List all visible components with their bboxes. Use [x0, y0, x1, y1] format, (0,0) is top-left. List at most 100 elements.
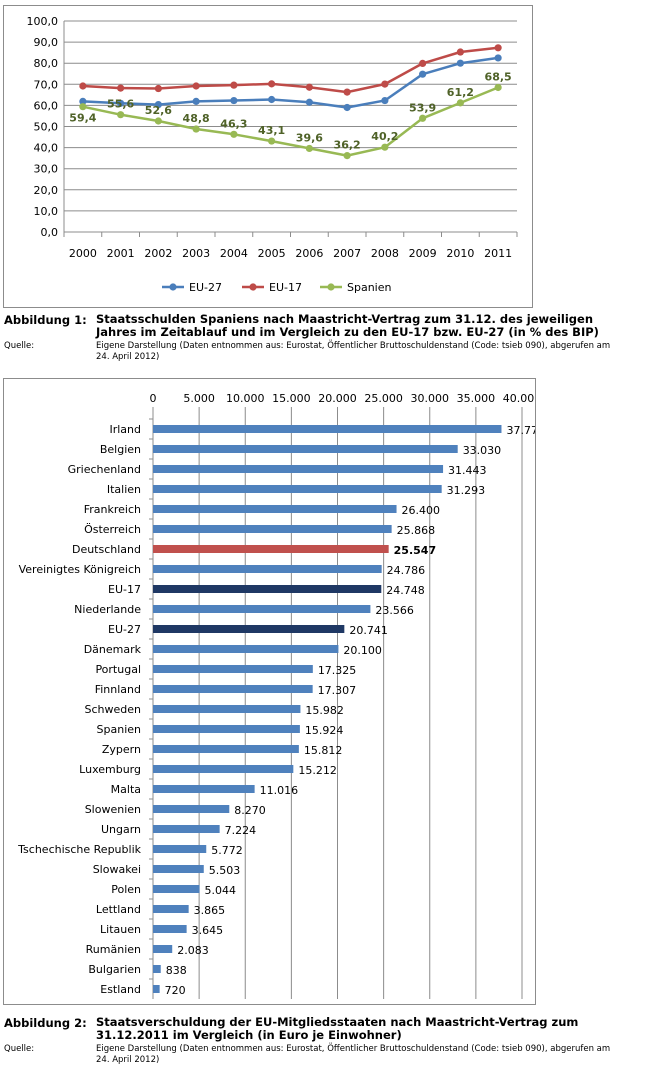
bar-chart: 0 5.000 10.000 15.000 20.000 25.000 30.000 35.0… — [17, 392, 545, 999]
category-label: Deutschland — [72, 543, 141, 556]
data-label-spanien: 53,9 — [409, 101, 436, 114]
line-chart-panel: 0,0 10,0 20,0 30,0 40,0 50,0 60,0 70,0 80,0 90,0 1… — [3, 5, 533, 308]
data-point-eu-17 — [381, 80, 389, 88]
figure-2-title: Staatsverschuldung der EU-Mitgliedsstaat… — [96, 1015, 579, 1042]
y-tick-label: 70,0 — [34, 78, 59, 91]
category-label: EU-17 — [108, 583, 141, 596]
category-label: Niederlande — [74, 603, 141, 616]
data-point-eu-27 — [305, 98, 313, 106]
data-point-eu-27 — [154, 100, 162, 109]
data-point-spanien — [494, 83, 502, 92]
legend-marker-eu-17 — [249, 283, 257, 291]
x-tick-label: 35.000 — [457, 392, 496, 405]
data-point-eu-27 — [381, 96, 389, 105]
value-label: 20.100 — [343, 644, 382, 657]
y-tick-label: 100,0 — [27, 15, 59, 28]
category-label: Bulgarien — [88, 963, 141, 976]
data-point-eu-27 — [192, 97, 200, 105]
category-label: Slowakei — [93, 863, 141, 876]
value-label: 3.865 — [194, 904, 226, 917]
data-label-spanien: 68,5 — [485, 70, 512, 83]
category-label: Rumänien — [86, 943, 141, 956]
bar — [153, 445, 458, 453]
bar — [153, 645, 339, 653]
category-label: Zypern — [102, 743, 141, 756]
category-label: Lettland — [96, 903, 141, 916]
data-point-spanien — [419, 114, 427, 122]
value-label: 7.224 — [225, 824, 257, 837]
legend-label-eu-27: EU-27 — [189, 281, 222, 294]
value-label: 11.016 — [260, 784, 299, 797]
data-label-spanien: 43,1 — [258, 124, 285, 137]
data-label-spanien: 39,6 — [296, 131, 323, 144]
figure-2-caption: Abbildung 2: Staatsverschuldung der EU-M… — [4, 1016, 624, 1066]
data-label-spanien: 40,2 — [371, 130, 398, 143]
x-tick-label: 30.000 — [411, 392, 450, 405]
value-label: 15.212 — [298, 764, 337, 777]
bar — [153, 965, 161, 973]
data-label-spanien: 61,2 — [447, 86, 474, 99]
value-label: 37.775 — [506, 424, 535, 437]
legend-label-eu-17: EU-17 — [269, 281, 302, 294]
data-point-eu-17 — [268, 80, 276, 88]
bar — [153, 725, 300, 733]
category-label: Litauen — [100, 923, 141, 936]
series-line-eu-27 — [82, 56, 499, 109]
x-tick-label: 2004 — [220, 247, 248, 260]
data-point-spanien — [268, 137, 276, 145]
data-point-spanien — [456, 99, 464, 107]
bar — [153, 865, 204, 873]
y-tick-label: 60,0 — [34, 99, 59, 112]
data-point-eu-17 — [494, 44, 502, 52]
bar — [153, 585, 382, 593]
value-label: 15.982 — [305, 704, 344, 717]
data-point-spanien — [192, 125, 200, 133]
value-label: 15.812 — [304, 744, 343, 757]
x-tick-label: 2002 — [144, 247, 172, 260]
value-label: 5.044 — [205, 884, 237, 897]
value-label: 23.566 — [375, 604, 414, 617]
value-label: 24.748 — [386, 584, 425, 597]
x-tick-label: 2009 — [409, 247, 437, 260]
x-tick-label: 15.000 — [272, 392, 311, 405]
y-tick-label: 50,0 — [34, 121, 59, 134]
category-label: Malta — [111, 783, 141, 796]
figure-1-label: Abbildung 1: — [4, 313, 87, 327]
value-label: 2.083 — [177, 944, 209, 957]
bar — [153, 925, 187, 933]
x-tick-label: 2003 — [182, 247, 210, 260]
data-point-eu-17 — [154, 84, 162, 93]
category-label: Vereinigtes Königreich — [19, 563, 141, 576]
y-tick-label: 30,0 — [34, 163, 59, 176]
data-point-eu-27 — [230, 96, 238, 105]
value-label: 15.924 — [305, 724, 344, 737]
legend-marker-spanien — [327, 283, 335, 291]
data-point-eu-27 — [343, 103, 351, 112]
value-label: 25.547 — [394, 544, 436, 557]
category-label: Slowenien — [85, 803, 141, 816]
bar — [153, 565, 382, 573]
figure-1-caption: Abbildung 1: Staatsschulden Spaniens nac… — [4, 313, 624, 363]
category-label: Finnland — [95, 683, 141, 696]
x-tick-label: 2000 — [69, 247, 97, 260]
bar — [153, 985, 160, 993]
bar-chart-panel: 0 5.000 10.000 15.000 20.000 25.000 30.000 35.0… — [3, 378, 545, 1005]
bar — [153, 785, 255, 793]
data-label-spanien: 59,4 — [69, 112, 96, 125]
category-label: Belgien — [100, 443, 141, 456]
category-label: EU-27 — [108, 623, 141, 636]
data-point-eu-27 — [117, 99, 125, 107]
value-label: 8.270 — [234, 804, 266, 817]
x-tick-label: 0 — [150, 392, 157, 405]
category-label: Frankreich — [84, 503, 141, 516]
category-label: Ungarn — [101, 823, 141, 836]
data-point-spanien — [117, 111, 125, 119]
bar — [153, 745, 299, 753]
series-line-spanien — [82, 86, 499, 157]
value-label: 20.741 — [349, 624, 388, 637]
data-point-eu-27 — [79, 97, 87, 105]
y-tick-label: 40,0 — [34, 142, 59, 155]
value-label: 5.772 — [211, 844, 243, 857]
y-tick-label: 20,0 — [34, 184, 59, 197]
bar — [153, 425, 502, 433]
